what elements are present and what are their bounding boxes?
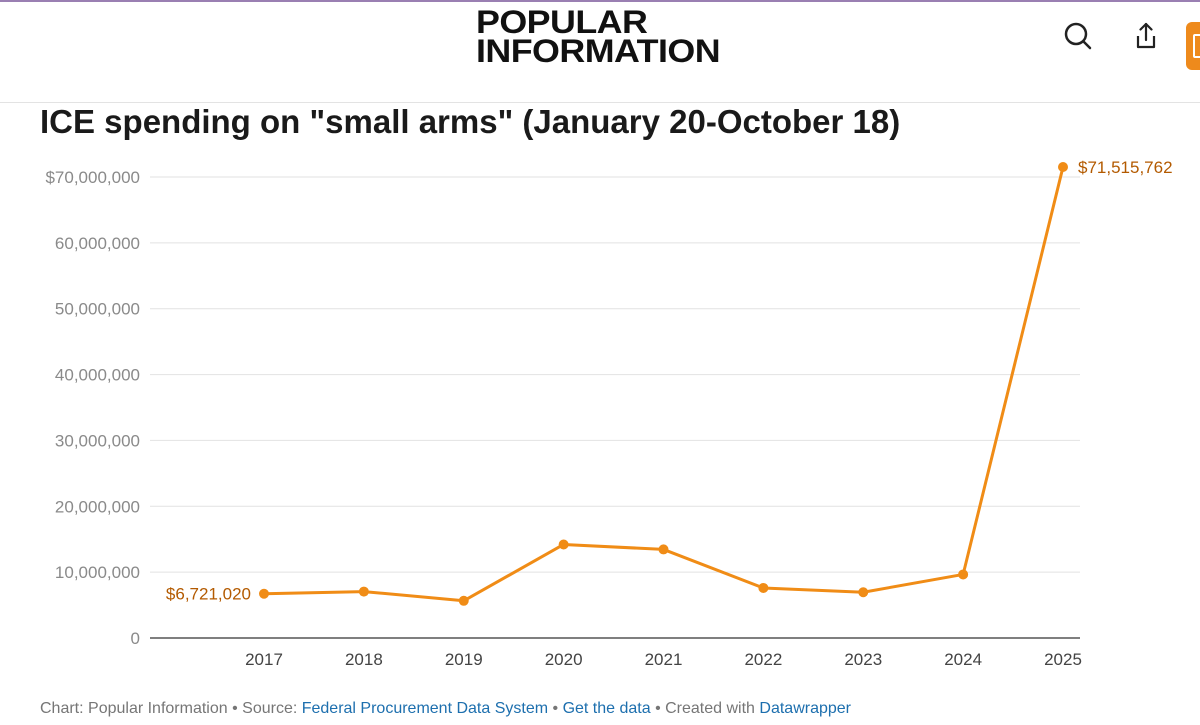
y-tick-label: 30,000,000 <box>55 431 140 450</box>
search-button[interactable] <box>1058 16 1098 56</box>
data-point <box>958 569 969 580</box>
top-accent-line <box>0 0 1200 2</box>
y-tick-label: 0 <box>131 629 140 648</box>
x-tick-label: 2017 <box>245 650 283 669</box>
y-tick-label: 10,000,000 <box>55 563 140 582</box>
y-tick-label: 60,000,000 <box>55 234 140 253</box>
x-tick-label: 2023 <box>844 650 882 669</box>
site-header: POPULAR INFORMATION <box>0 2 1200 102</box>
y-tick-label: 40,000,000 <box>55 366 140 385</box>
footer-sep-1: • <box>548 700 563 717</box>
data-label-last: $71,515,762 <box>1078 158 1173 177</box>
data-point <box>858 587 869 598</box>
x-tick-label: 2019 <box>445 650 483 669</box>
get-data-link[interactable]: Get the data <box>562 700 651 717</box>
x-tick-label: 2018 <box>345 650 383 669</box>
y-tick-label: $70,000,000 <box>45 168 140 187</box>
footer-sep-2: • Created with <box>650 700 760 717</box>
data-labels: $6,721,020 $71,515,762 <box>166 158 1173 604</box>
data-point <box>259 588 269 599</box>
data-points <box>259 162 1068 606</box>
y-tick-label: 50,000,000 <box>55 300 140 319</box>
data-point <box>1058 162 1068 173</box>
y-tick-label: 20,000,000 <box>55 497 140 516</box>
x-tick-label: 2022 <box>744 650 782 669</box>
logo-line-1: POPULAR <box>476 4 648 40</box>
side-tab-button[interactable] <box>1186 22 1200 70</box>
share-icon <box>1136 22 1156 49</box>
gridlines <box>150 176 1080 639</box>
y-axis-ticks: 0 10,000,000 20,000,000 30,000,000 40,000,00… <box>45 168 140 648</box>
source-link[interactable]: Federal Procurement Data System <box>301 700 549 717</box>
x-tick-label: 2020 <box>545 650 583 669</box>
series-line <box>262 165 1065 603</box>
x-axis-ticks: 2017 2018 2019 2020 2021 2022 2023 2024 2025 <box>245 650 1082 669</box>
data-point <box>458 595 469 606</box>
search-icon <box>1064 22 1092 50</box>
data-point <box>758 582 769 593</box>
data-point <box>558 539 569 550</box>
x-tick-label: 2025 <box>1044 650 1082 669</box>
line-chart: 0 10,000,000 20,000,000 30,000,000 40,000,00… <box>45 158 1173 669</box>
datawrapper-link[interactable]: Datawrapper <box>759 700 851 717</box>
chart-footer: Chart: Popular Information • Source: Fed… <box>40 700 851 718</box>
site-logo[interactable]: POPULAR INFORMATION <box>476 4 812 69</box>
bookmark-tab-icon <box>1193 34 1200 58</box>
share-button[interactable] <box>1126 16 1166 56</box>
data-label-first: $6,721,020 <box>166 585 251 604</box>
chart-title: ICE spending on "small arms" (January 20… <box>40 103 901 140</box>
footer-prefix: Chart: Popular Information • Source: <box>40 700 302 717</box>
x-tick-label: 2021 <box>645 650 683 669</box>
data-point <box>358 586 369 597</box>
header-divider <box>0 102 1200 103</box>
x-tick-label: 2024 <box>944 650 982 669</box>
logo-line-2: INFORMATION <box>476 33 721 69</box>
data-point <box>658 544 669 555</box>
